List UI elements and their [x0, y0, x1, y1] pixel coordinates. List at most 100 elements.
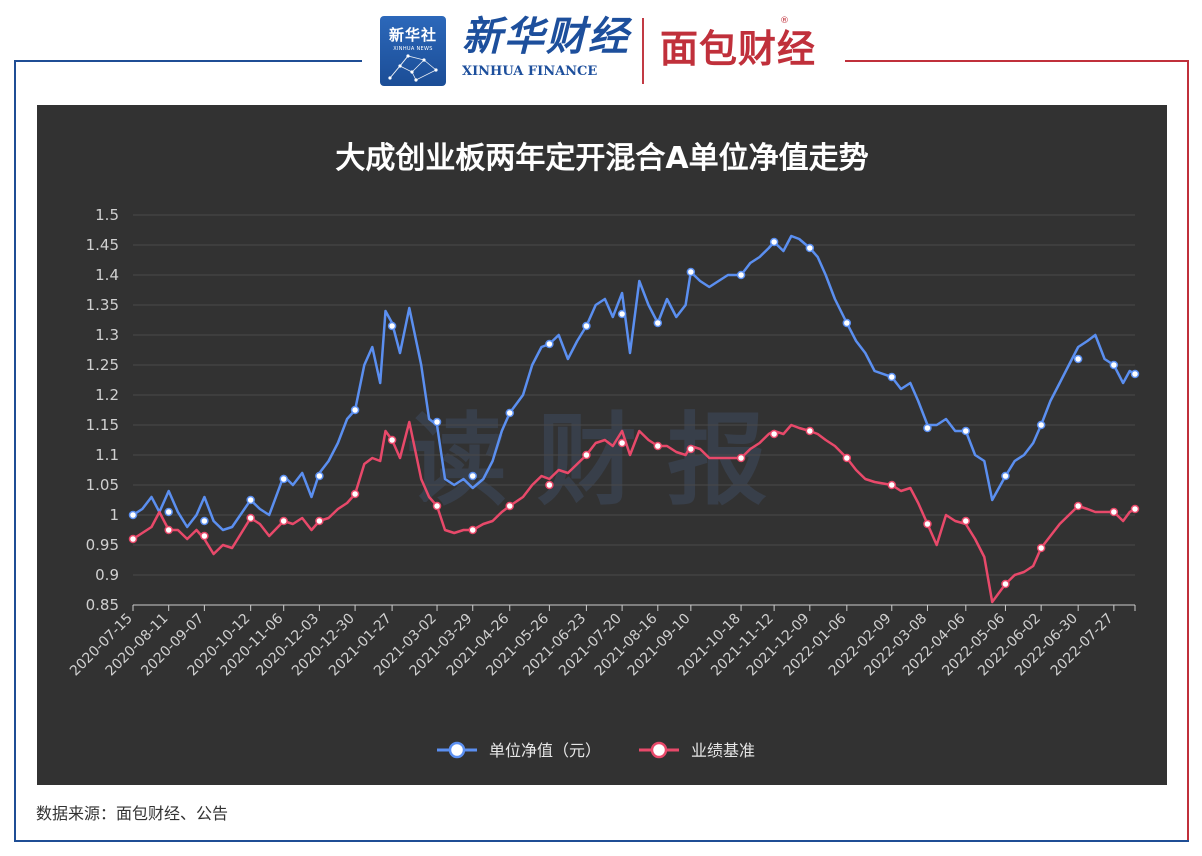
data-point[interactable]	[805, 426, 815, 436]
badge-name: 新华社	[388, 26, 437, 44]
y-tick-label: 1.05	[86, 476, 119, 494]
data-point[interactable]	[1109, 507, 1119, 517]
data-point[interactable]	[315, 471, 324, 481]
mianbao-finance-logo: 面包财经	[660, 27, 817, 71]
chart-title: 大成创业板两年定开混合A单位净值走势	[335, 141, 868, 176]
source-note: 数据来源：面包财经、公告	[36, 804, 229, 823]
x-axis: 2020-07-152020-08-112020-09-072020-10-12…	[67, 604, 1136, 679]
y-tick-label: 0.95	[86, 536, 119, 554]
y-tick-label: 1.3	[95, 326, 119, 344]
data-point[interactable]	[505, 408, 514, 418]
data-point[interactable]	[1130, 369, 1140, 379]
data-point[interactable]	[468, 471, 477, 481]
legend[interactable]: 单位净值（元） 业绩基准	[437, 741, 755, 760]
globe-network-icon	[388, 54, 438, 82]
y-tick-label: 0.9	[95, 566, 119, 584]
data-point[interactable]	[842, 453, 852, 463]
data-point[interactable]	[769, 429, 779, 439]
data-point[interactable]	[769, 237, 779, 247]
frame-top-right	[845, 60, 1189, 62]
data-point[interactable]	[1130, 504, 1140, 514]
data-point[interactable]	[545, 480, 554, 490]
data-point[interactable]	[653, 441, 663, 451]
data-point[interactable]	[961, 426, 971, 436]
xinhua-finance-logo-cn: 新华财经	[462, 13, 630, 60]
data-point[interactable]	[842, 318, 852, 328]
y-axis: 1.5 1.45 1.4 1.35 1.3 1.25 1.2 1.15 1.1 1.05 1 0.95…	[86, 206, 119, 614]
data-point[interactable]	[582, 321, 591, 331]
data-point[interactable]	[315, 516, 324, 526]
data-point[interactable]	[164, 525, 173, 535]
data-point[interactable]	[350, 489, 360, 499]
xinhua-finance-logo-en: XINHUA FINANCE	[462, 64, 598, 79]
data-point[interactable]	[1001, 471, 1010, 481]
badge-sub: XINHUA NEWS	[393, 46, 433, 52]
y-tick-label: 1.1	[95, 446, 119, 464]
series-0	[128, 234, 1140, 532]
y-tick-label: 1.25	[86, 356, 119, 374]
data-point[interactable]	[887, 480, 897, 490]
logo-separator	[642, 18, 644, 84]
xinhua-news-badge: 新华社 XINHUA NEWS	[380, 16, 446, 86]
series-line	[132, 420, 1136, 604]
y-tick-label: 1.35	[86, 296, 119, 314]
legend-item-1[interactable]: 业绩基准	[639, 741, 755, 760]
data-point[interactable]	[805, 243, 815, 253]
chart-panel: 大成创业板两年定开混合A单位净值走势 读财报 1.5 1.45 1.4 1.35 1.3…	[37, 105, 1167, 785]
frame-top-left	[14, 60, 362, 62]
data-point[interactable]	[279, 474, 288, 484]
data-point[interactable]	[128, 510, 138, 520]
data-point[interactable]	[432, 501, 442, 511]
frame-right	[1187, 60, 1189, 842]
legend-marker	[650, 741, 668, 759]
y-tick-label: 1.45	[86, 236, 119, 254]
data-point[interactable]	[1036, 543, 1046, 553]
data-point[interactable]	[582, 450, 591, 460]
data-point[interactable]	[736, 270, 746, 280]
data-point[interactable]	[432, 417, 442, 427]
legend-marker	[448, 741, 466, 759]
data-point[interactable]	[736, 453, 746, 463]
data-point[interactable]	[653, 318, 663, 328]
data-point[interactable]	[1073, 354, 1083, 364]
data-point[interactable]	[246, 495, 255, 505]
line-chart: 大成创业板两年定开混合A单位净值走势 读财报 1.5 1.45 1.4 1.35 1.3…	[67, 141, 1140, 760]
frame-left	[14, 60, 16, 842]
data-point[interactable]	[200, 516, 209, 526]
legend-label: 单位净值（元）	[489, 741, 601, 760]
data-point[interactable]	[246, 513, 255, 523]
data-point[interactable]	[961, 516, 971, 526]
data-point[interactable]	[200, 531, 209, 541]
data-point[interactable]	[387, 435, 397, 445]
data-point[interactable]	[1036, 420, 1046, 430]
data-point[interactable]	[350, 405, 360, 415]
data-point[interactable]	[923, 519, 932, 529]
data-point[interactable]	[686, 444, 696, 454]
data-point[interactable]	[887, 372, 897, 382]
data-point[interactable]	[923, 423, 932, 433]
legend-label: 业绩基准	[691, 741, 755, 760]
data-point[interactable]	[1109, 360, 1119, 370]
data-point[interactable]	[164, 507, 173, 517]
data-point[interactable]	[686, 267, 696, 277]
data-point[interactable]	[1073, 501, 1083, 511]
data-point[interactable]	[505, 501, 514, 511]
data-point[interactable]	[617, 438, 627, 448]
brand-header: 新华社 XINHUA NEWS 新华财经 XINHUA FINANCE 面包财经…	[370, 12, 840, 90]
registered-mark: ®	[780, 16, 789, 26]
data-point[interactable]	[387, 321, 397, 331]
y-tick-label: 0.85	[86, 596, 119, 614]
data-point[interactable]	[617, 309, 627, 319]
series-1	[128, 420, 1140, 604]
legend-item-0[interactable]: 单位净值（元）	[437, 741, 601, 760]
series	[128, 234, 1140, 604]
data-point[interactable]	[545, 339, 554, 349]
watermark: 读财报	[407, 402, 797, 519]
data-point[interactable]	[279, 516, 288, 526]
data-point[interactable]	[1001, 579, 1010, 589]
y-tick-label: 1	[109, 506, 119, 524]
y-tick-label: 1.4	[95, 266, 119, 284]
data-point[interactable]	[468, 525, 477, 535]
data-point[interactable]	[128, 534, 138, 544]
y-tick-label: 1.15	[86, 416, 119, 434]
